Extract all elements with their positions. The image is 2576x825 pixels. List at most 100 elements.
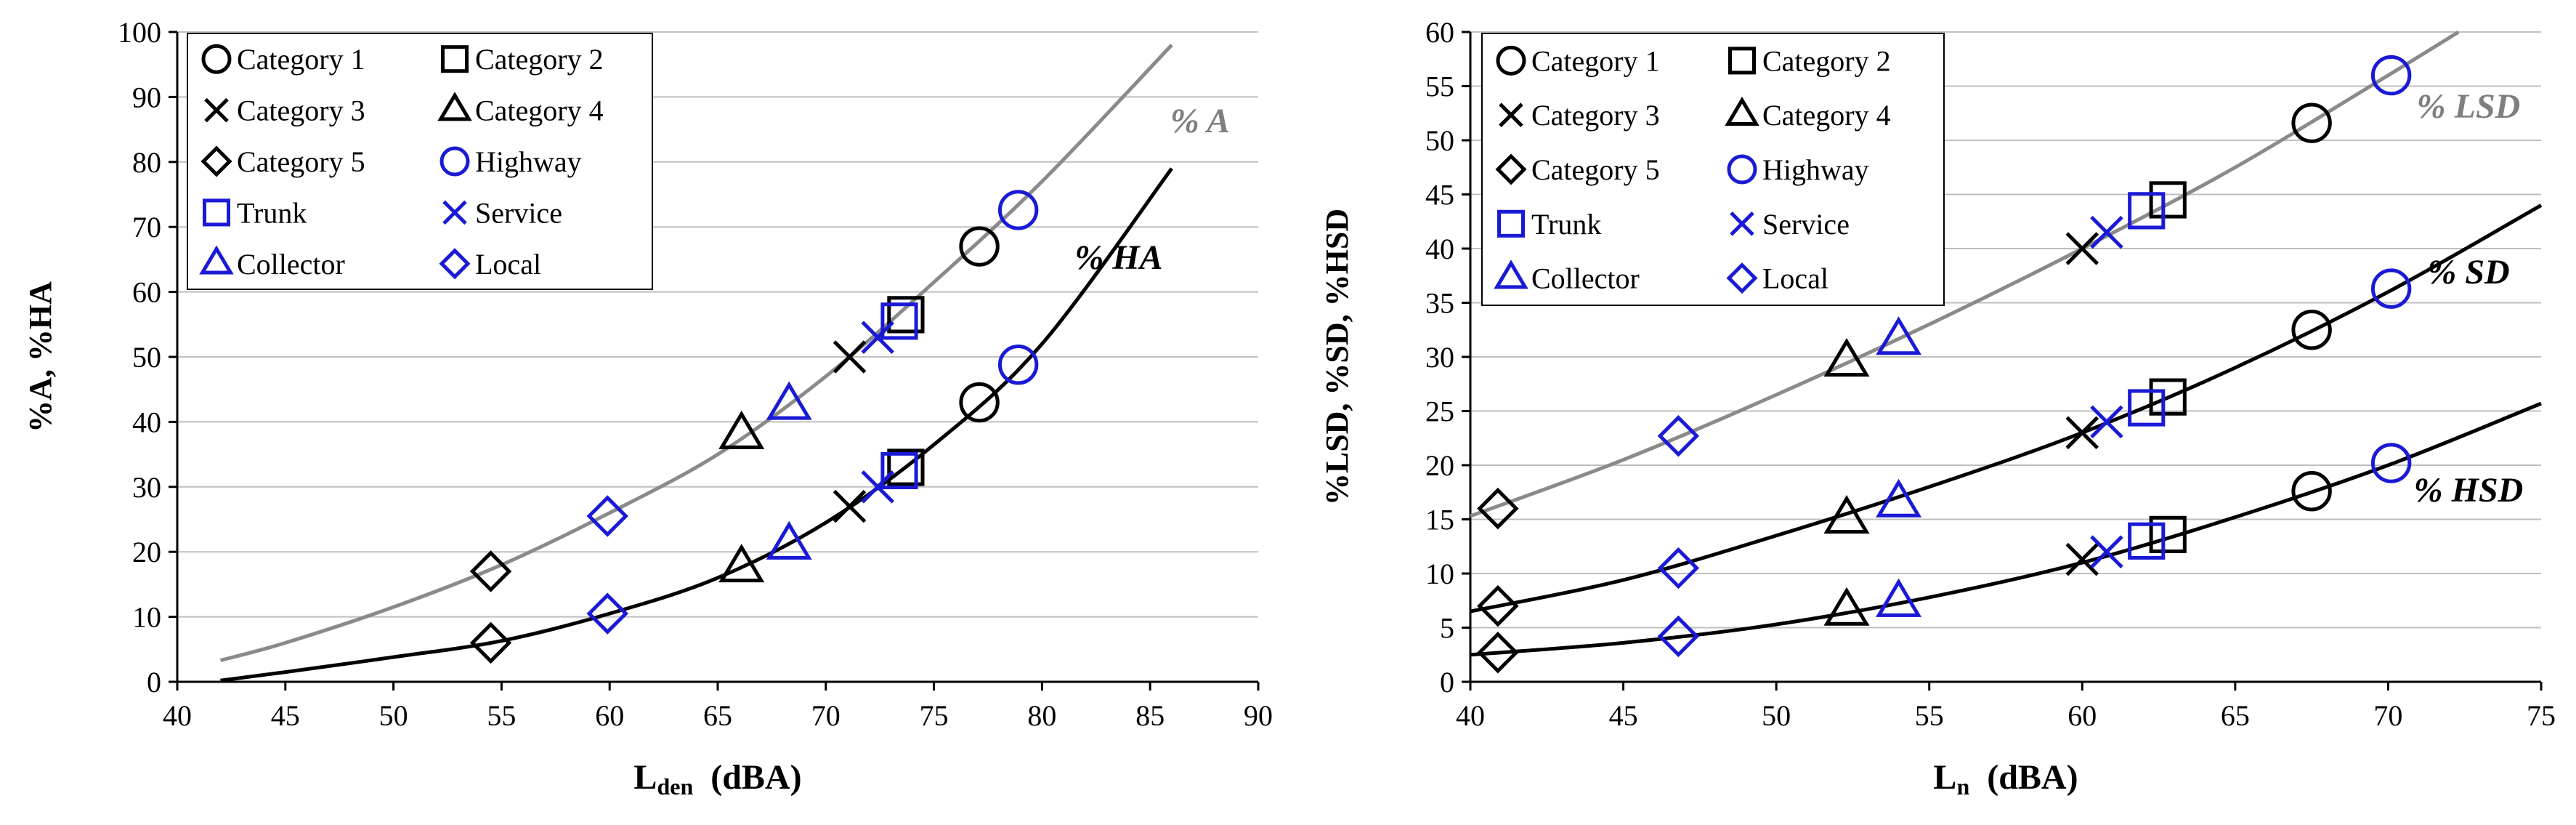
- legend-marker-trunk: [1497, 209, 1525, 238]
- point-category-4: [718, 410, 765, 449]
- legend-marker-trunk: [203, 198, 230, 227]
- y-tick-label: 30: [1425, 341, 1454, 374]
- y-tick-label: 20: [1425, 449, 1454, 482]
- right-chart: 0 5 10 15 20 25 30 35 40 45 50 55 60 40 45 50 55 60 65 70 75…: [1319, 16, 2556, 800]
- curve-hsd: [1470, 401, 2542, 657]
- x-tick-label: 60: [2067, 699, 2097, 732]
- y-tick-label: 60: [1425, 16, 1454, 49]
- curve-a: [219, 44, 1173, 662]
- y-axis-title: %LSD, %SD, %HSD: [1319, 209, 1355, 505]
- y-tick-label: 5: [1440, 612, 1454, 645]
- legend-marker-category-1: [201, 44, 232, 74]
- legend: Category 1 Category 2 Category 3 Category 4…: [1481, 33, 1945, 306]
- point-category-3: [833, 489, 867, 523]
- legend-marker-local: [1726, 262, 1758, 294]
- point-category-2: [2149, 181, 2187, 219]
- point-highway: [997, 345, 1039, 385]
- legend-label: Category 4: [1762, 99, 1891, 132]
- point-local: [586, 592, 628, 635]
- point-local: [1657, 615, 1700, 658]
- legend-marker-service: [1730, 212, 1754, 236]
- legend-label: Local: [1762, 262, 1828, 295]
- legend-label: Category 4: [475, 94, 604, 127]
- legend-label: Category 3: [1531, 99, 1660, 132]
- point-trunk: [2128, 192, 2166, 230]
- legend-marker-category-3: [204, 97, 229, 123]
- point-service: [861, 470, 894, 504]
- x-tick-label: 50: [379, 699, 408, 732]
- y-tick-label: 0: [147, 666, 161, 699]
- y-tick-label: 50: [132, 341, 161, 374]
- legend-label: Collector: [237, 248, 345, 281]
- y-tick-label: 90: [132, 81, 161, 113]
- legend-label: Highway: [1762, 153, 1869, 186]
- point-category-2: [887, 296, 925, 334]
- legend-box: [187, 33, 653, 290]
- legend-label: Service: [475, 196, 562, 229]
- legend-label: Category 1: [237, 43, 365, 76]
- curve-label: % HSD: [2414, 471, 2524, 510]
- y-tick-label: 25: [1425, 395, 1454, 428]
- point-category-3: [2065, 416, 2099, 450]
- point-trunk: [880, 302, 918, 340]
- legend-marker-highway: [440, 146, 470, 177]
- y-tick-label: 0: [1440, 666, 1454, 699]
- y-tick-label: 50: [1425, 124, 1454, 157]
- point-collector: [766, 381, 812, 420]
- x-tick-label: 40: [1456, 699, 1485, 732]
- x-axis-title: Lden (dBA): [633, 758, 801, 800]
- x-tick-label: 90: [1244, 699, 1273, 732]
- point-service: [2090, 405, 2123, 439]
- y-tick-label: 55: [1425, 71, 1454, 103]
- x-tick-label: 70: [2373, 699, 2402, 732]
- y-tick-label: 40: [132, 406, 161, 438]
- curve-label: % SD: [2427, 253, 2509, 291]
- legend-label: Highway: [475, 145, 582, 178]
- point-category-1: [2291, 102, 2332, 143]
- point-category-2: [2149, 515, 2187, 553]
- x-tick-label: 65: [703, 699, 732, 732]
- x-tick-label: 75: [920, 699, 949, 732]
- point-category-4: [1823, 337, 1870, 377]
- x-tick-label: 55: [1915, 699, 1944, 732]
- legend-marker-highway: [1727, 154, 1757, 185]
- legend-marker-category-2: [441, 45, 469, 73]
- point-highway: [997, 190, 1039, 230]
- point-collector: [1876, 316, 1922, 355]
- curve-ha: [220, 167, 1173, 683]
- legend-label: Local: [475, 248, 541, 281]
- x-tick-label: 60: [595, 699, 624, 732]
- point-category-1: [2291, 310, 2332, 350]
- point-local: [1657, 547, 1700, 589]
- point-category-5: [469, 621, 512, 664]
- y-tick-label: 15: [1425, 504, 1454, 536]
- curve-lsd: [1470, 30, 2460, 518]
- curve-label: % HA: [1074, 238, 1162, 277]
- legend-marker-category-3: [1499, 102, 1523, 127]
- point-category-4: [1823, 495, 1870, 534]
- point-category-5: [1477, 632, 1519, 674]
- legend-label: Category 2: [475, 43, 604, 76]
- y-tick-label: 20: [132, 536, 161, 568]
- legend-marker-category-2: [1728, 47, 1756, 75]
- x-axis-title: Ln (dBA): [1933, 758, 2078, 800]
- point-highway: [2370, 443, 2412, 483]
- point-category-5: [1477, 584, 1519, 627]
- legend-label: Trunk: [1531, 208, 1601, 241]
- point-category-5: [469, 550, 512, 592]
- point-local: [586, 495, 628, 537]
- legend-label: Category 2: [1762, 44, 1891, 77]
- legend-marker-category-4: [437, 92, 472, 121]
- point-highway: [2370, 55, 2412, 96]
- y-tick-label: 70: [132, 211, 161, 244]
- point-category-2: [887, 448, 925, 486]
- legend-label: Trunk: [237, 196, 307, 229]
- point-category-4: [1823, 587, 1870, 626]
- x-tick-label: 70: [811, 699, 841, 732]
- legend-marker-category-5: [1495, 153, 1527, 185]
- point-collector: [1876, 478, 1922, 518]
- x-tick-label: 80: [1027, 699, 1056, 732]
- point-trunk: [2128, 522, 2166, 560]
- point-category-1: [959, 382, 1000, 423]
